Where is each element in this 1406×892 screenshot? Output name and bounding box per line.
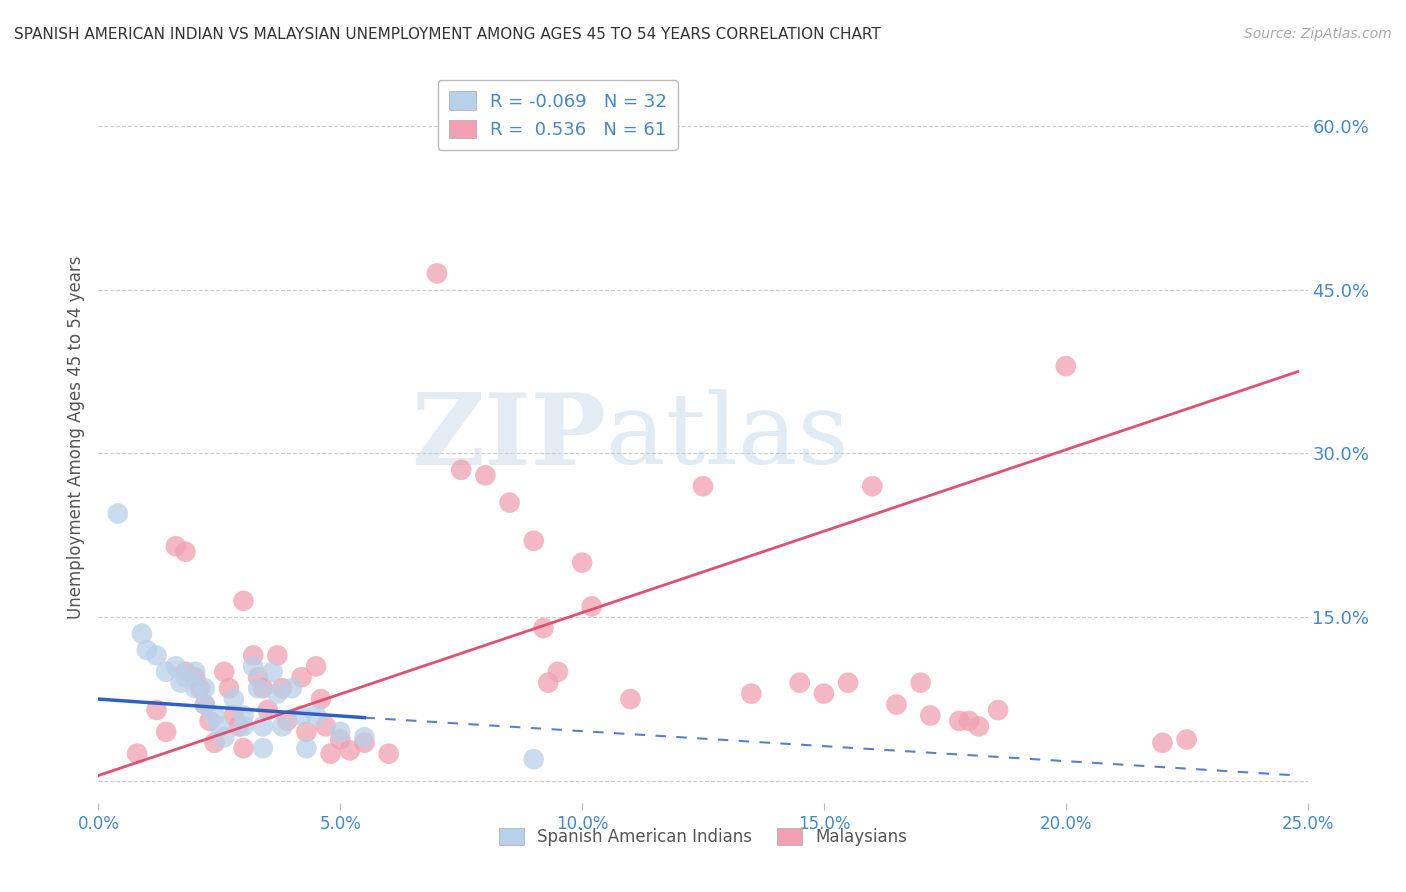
Legend: Spanish American Indians, Malaysians: Spanish American Indians, Malaysians bbox=[492, 822, 914, 853]
Point bbox=[135, 643, 157, 657]
Point bbox=[184, 665, 207, 679]
Point bbox=[174, 665, 197, 679]
Point bbox=[256, 703, 278, 717]
Point bbox=[967, 719, 990, 733]
Point bbox=[222, 692, 245, 706]
Point bbox=[232, 708, 254, 723]
Point bbox=[247, 681, 270, 695]
Point bbox=[329, 732, 352, 747]
Point bbox=[789, 675, 811, 690]
Point bbox=[232, 719, 254, 733]
Point bbox=[837, 675, 859, 690]
Point bbox=[1175, 732, 1198, 747]
Point bbox=[266, 648, 288, 663]
Point bbox=[165, 539, 187, 553]
Point bbox=[353, 731, 375, 745]
Point bbox=[247, 670, 270, 684]
Point bbox=[262, 665, 284, 679]
Point bbox=[184, 681, 207, 695]
Point bbox=[329, 724, 352, 739]
Point bbox=[165, 659, 187, 673]
Point bbox=[740, 687, 762, 701]
Point bbox=[184, 670, 207, 684]
Point bbox=[188, 681, 211, 695]
Point bbox=[920, 708, 942, 723]
Text: ZIP: ZIP bbox=[412, 389, 606, 485]
Point bbox=[107, 507, 129, 521]
Point bbox=[910, 675, 932, 690]
Point bbox=[198, 714, 221, 728]
Point bbox=[353, 736, 375, 750]
Point bbox=[131, 626, 153, 640]
Point bbox=[474, 468, 496, 483]
Point bbox=[295, 741, 318, 756]
Point bbox=[155, 724, 177, 739]
Point bbox=[581, 599, 603, 614]
Point bbox=[252, 681, 274, 695]
Point bbox=[450, 463, 472, 477]
Point bbox=[242, 648, 264, 663]
Point bbox=[174, 670, 197, 684]
Point bbox=[309, 692, 332, 706]
Point bbox=[212, 731, 235, 745]
Point bbox=[252, 741, 274, 756]
Point bbox=[295, 724, 318, 739]
Point bbox=[208, 719, 231, 733]
Point bbox=[537, 675, 560, 690]
Point bbox=[228, 719, 250, 733]
Point bbox=[169, 675, 191, 690]
Point bbox=[692, 479, 714, 493]
Point bbox=[531, 621, 554, 635]
Y-axis label: Unemployment Among Ages 45 to 54 years: Unemployment Among Ages 45 to 54 years bbox=[66, 255, 84, 619]
Point bbox=[426, 266, 449, 280]
Point bbox=[315, 719, 337, 733]
Point bbox=[145, 648, 167, 663]
Point bbox=[290, 708, 312, 723]
Point bbox=[523, 752, 546, 766]
Point bbox=[232, 741, 254, 756]
Point bbox=[523, 533, 546, 548]
Point bbox=[571, 556, 593, 570]
Point bbox=[1152, 736, 1174, 750]
Point bbox=[1054, 359, 1077, 373]
Point bbox=[194, 698, 217, 712]
Text: atlas: atlas bbox=[606, 389, 849, 485]
Point bbox=[290, 670, 312, 684]
Point bbox=[155, 665, 177, 679]
Point bbox=[319, 747, 342, 761]
Point bbox=[271, 719, 294, 733]
Point bbox=[619, 692, 641, 706]
Point bbox=[174, 545, 197, 559]
Point bbox=[957, 714, 980, 728]
Point bbox=[886, 698, 908, 712]
Text: SPANISH AMERICAN INDIAN VS MALAYSIAN UNEMPLOYMENT AMONG AGES 45 TO 54 YEARS CORR: SPANISH AMERICAN INDIAN VS MALAYSIAN UNE… bbox=[14, 27, 880, 42]
Point bbox=[498, 495, 520, 509]
Point bbox=[194, 698, 217, 712]
Point bbox=[271, 681, 294, 695]
Point bbox=[547, 665, 569, 679]
Point bbox=[252, 719, 274, 733]
Point bbox=[377, 747, 399, 761]
Point bbox=[212, 665, 235, 679]
Point bbox=[266, 687, 288, 701]
Point bbox=[145, 703, 167, 717]
Point bbox=[305, 708, 328, 723]
Point bbox=[204, 736, 226, 750]
Point bbox=[305, 659, 328, 673]
Point bbox=[218, 681, 240, 695]
Point bbox=[242, 659, 264, 673]
Point bbox=[276, 714, 298, 728]
Point bbox=[860, 479, 883, 493]
Point bbox=[987, 703, 1010, 717]
Point bbox=[948, 714, 970, 728]
Point bbox=[281, 681, 304, 695]
Text: Source: ZipAtlas.com: Source: ZipAtlas.com bbox=[1244, 27, 1392, 41]
Point bbox=[232, 594, 254, 608]
Point bbox=[813, 687, 835, 701]
Point bbox=[127, 747, 149, 761]
Point bbox=[339, 743, 361, 757]
Point bbox=[194, 681, 217, 695]
Point bbox=[222, 708, 245, 723]
Point bbox=[204, 708, 226, 723]
